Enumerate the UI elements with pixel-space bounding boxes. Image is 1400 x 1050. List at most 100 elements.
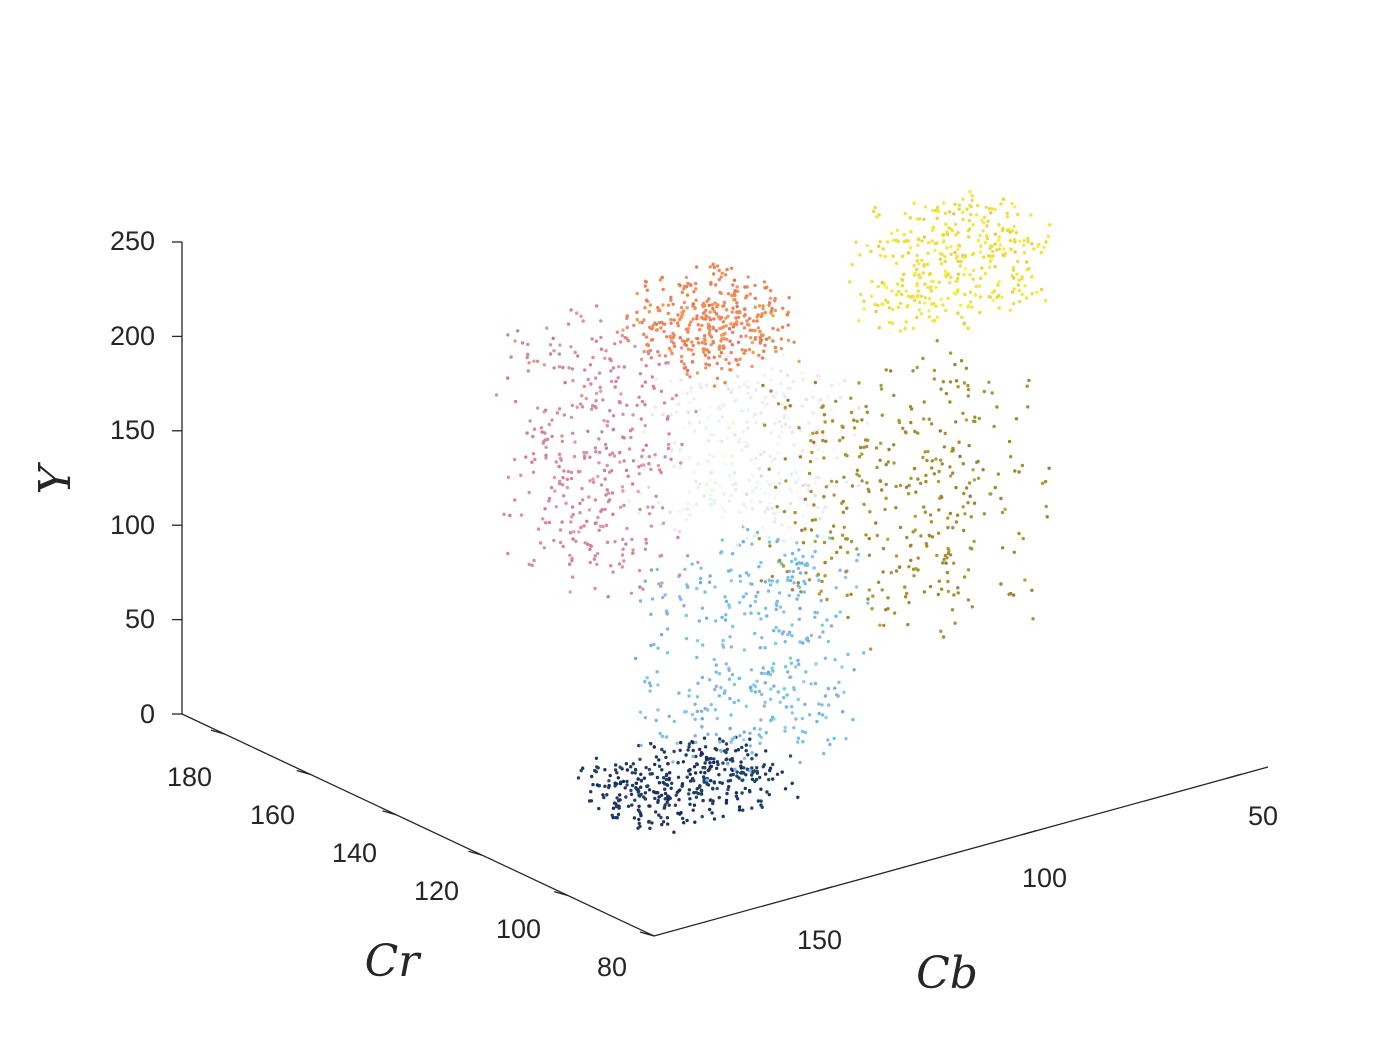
scatter-point: [737, 600, 742, 605]
scatter-point: [767, 536, 771, 540]
scatter-point: [715, 716, 719, 721]
scatter-point: [800, 561, 804, 565]
scatter-point: [648, 681, 652, 685]
scatter-point: [929, 520, 934, 524]
scatter-point: [736, 315, 741, 320]
scatter-point: [748, 737, 752, 741]
scatter-point: [1035, 290, 1039, 294]
scatter-point: [793, 521, 797, 525]
scatter-point: [526, 342, 530, 347]
scatter-point: [969, 300, 973, 304]
scatter-point: [1039, 250, 1044, 255]
scatter-point: [750, 777, 755, 781]
scatter-point: [701, 798, 705, 803]
scatter-point: [656, 798, 660, 803]
scatter-point: [916, 289, 920, 293]
scatter-point: [639, 743, 643, 748]
scatter-point: [758, 341, 762, 345]
scatter-point: [962, 273, 966, 277]
scatter-point: [686, 748, 690, 752]
scatter-point: [967, 443, 971, 448]
scatter-point: [781, 353, 785, 357]
scatter-point: [653, 796, 657, 801]
scatter-point: [708, 333, 712, 337]
scatter-point: [827, 536, 832, 540]
scatter-point: [866, 597, 870, 601]
scatter-point: [570, 505, 575, 509]
scatter-point: [812, 503, 816, 507]
scatter-point: [672, 344, 677, 348]
scatter-point: [707, 356, 711, 360]
scatter-point: [695, 787, 699, 791]
scatter-point: [777, 435, 781, 439]
scatter-point: [704, 366, 708, 370]
scatter-point: [850, 263, 854, 267]
scatter-point: [961, 411, 965, 415]
scatter-point: [780, 523, 784, 527]
scatter-point: [995, 295, 999, 299]
scatter-point: [685, 372, 689, 376]
scatter-point: [788, 656, 793, 660]
scatter-point: [748, 328, 752, 332]
scatter-point: [693, 702, 697, 706]
scatter-point: [1026, 236, 1030, 241]
scatter-point: [1009, 247, 1013, 251]
scatter-point: [691, 317, 695, 321]
scatter-point: [728, 635, 732, 639]
scatter-point: [844, 736, 848, 741]
scatter-point: [776, 511, 780, 515]
scatter-point: [532, 558, 536, 563]
scatter-point: [834, 399, 838, 403]
scatter-point: [691, 343, 695, 348]
scatter-point: [750, 773, 754, 777]
z-tick-label: 150: [110, 415, 155, 445]
scatter-point: [658, 449, 662, 453]
scatter-point: [914, 490, 918, 494]
scatter-point: [678, 336, 682, 340]
scatter-point: [812, 566, 816, 570]
scatter-point: [828, 530, 833, 534]
scatter-point: [815, 534, 819, 538]
scatter-point: [732, 682, 737, 687]
scatter-point: [742, 502, 746, 507]
scatter-point: [968, 546, 972, 550]
y-tick-mark: [468, 850, 483, 856]
y-tick-label: 140: [332, 838, 377, 868]
y-tick-mark: [210, 729, 226, 735]
scatter-point: [665, 772, 669, 776]
scatter-point: [783, 665, 788, 669]
scatter-point: [953, 362, 957, 367]
scatter-point: [890, 289, 894, 293]
scatter-point: [702, 780, 706, 784]
scatter-point: [1023, 578, 1027, 582]
scatter-point: [736, 440, 741, 444]
scatter-point: [770, 306, 774, 311]
scatter-point: [722, 691, 727, 695]
scatter-point: [571, 537, 575, 541]
scatter-point: [982, 389, 986, 394]
scatter-point: [736, 363, 740, 367]
scatter-point: [782, 687, 786, 691]
scatter-point: [577, 469, 582, 474]
scatter-point: [686, 330, 690, 334]
scatter-point: [736, 698, 741, 703]
x-tick-label: 150: [797, 925, 842, 955]
scatter-point: [1024, 260, 1029, 264]
scatter-point: [1030, 242, 1034, 246]
scatter-point: [953, 222, 958, 227]
scatter-point: [781, 306, 785, 310]
scatter-point: [918, 276, 922, 280]
scatter-point: [570, 515, 574, 519]
scatter-point: [621, 537, 625, 542]
scatter-point: [969, 204, 973, 209]
scatter-point: [881, 546, 886, 551]
scatter-point: [582, 450, 586, 455]
scatter-point: [943, 259, 947, 264]
scatter-point: [680, 312, 685, 317]
scatter-point: [929, 422, 934, 426]
scatter-point: [787, 593, 791, 598]
scatter-point: [942, 445, 946, 449]
scatter-point: [855, 419, 859, 423]
scatter-point: [744, 592, 748, 596]
scatter-point: [533, 457, 537, 462]
